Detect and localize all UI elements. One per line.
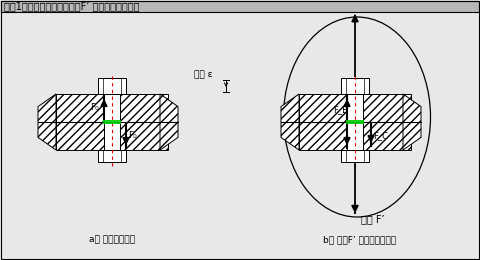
Bar xyxy=(1,1,479,12)
Bar xyxy=(56,122,104,150)
Polygon shape xyxy=(38,94,56,150)
Text: F_B: F_B xyxy=(333,105,348,114)
Bar xyxy=(341,150,369,162)
Text: 外力 F’: 外力 F’ xyxy=(361,214,384,224)
Bar xyxy=(347,94,363,150)
Text: F_C: F_C xyxy=(373,132,388,140)
Polygon shape xyxy=(281,94,299,150)
Bar xyxy=(299,122,347,150)
Polygon shape xyxy=(160,94,178,150)
Text: 【図1】ボルト締結体に外力F’ が作用した状態図: 【図1】ボルト締結体に外力F’ が作用した状態図 xyxy=(4,2,140,11)
Bar xyxy=(347,78,363,150)
Bar xyxy=(104,94,120,150)
Text: 伸び ε: 伸び ε xyxy=(194,70,213,79)
Text: F₀: F₀ xyxy=(128,132,137,140)
Bar xyxy=(341,78,369,94)
Bar xyxy=(299,94,347,122)
Text: F₀: F₀ xyxy=(90,103,99,113)
Bar xyxy=(363,122,411,150)
Polygon shape xyxy=(403,94,421,150)
Bar xyxy=(104,78,120,150)
Bar xyxy=(363,94,411,122)
Bar xyxy=(98,150,126,162)
Bar xyxy=(120,122,168,150)
Bar xyxy=(120,94,168,122)
Text: b） 外カF’ が作用した状態: b） 外カF’ が作用した状態 xyxy=(324,236,396,244)
Text: a） つりあい状態: a） つりあい状態 xyxy=(89,236,135,244)
Bar xyxy=(98,78,126,94)
Bar xyxy=(56,94,104,122)
